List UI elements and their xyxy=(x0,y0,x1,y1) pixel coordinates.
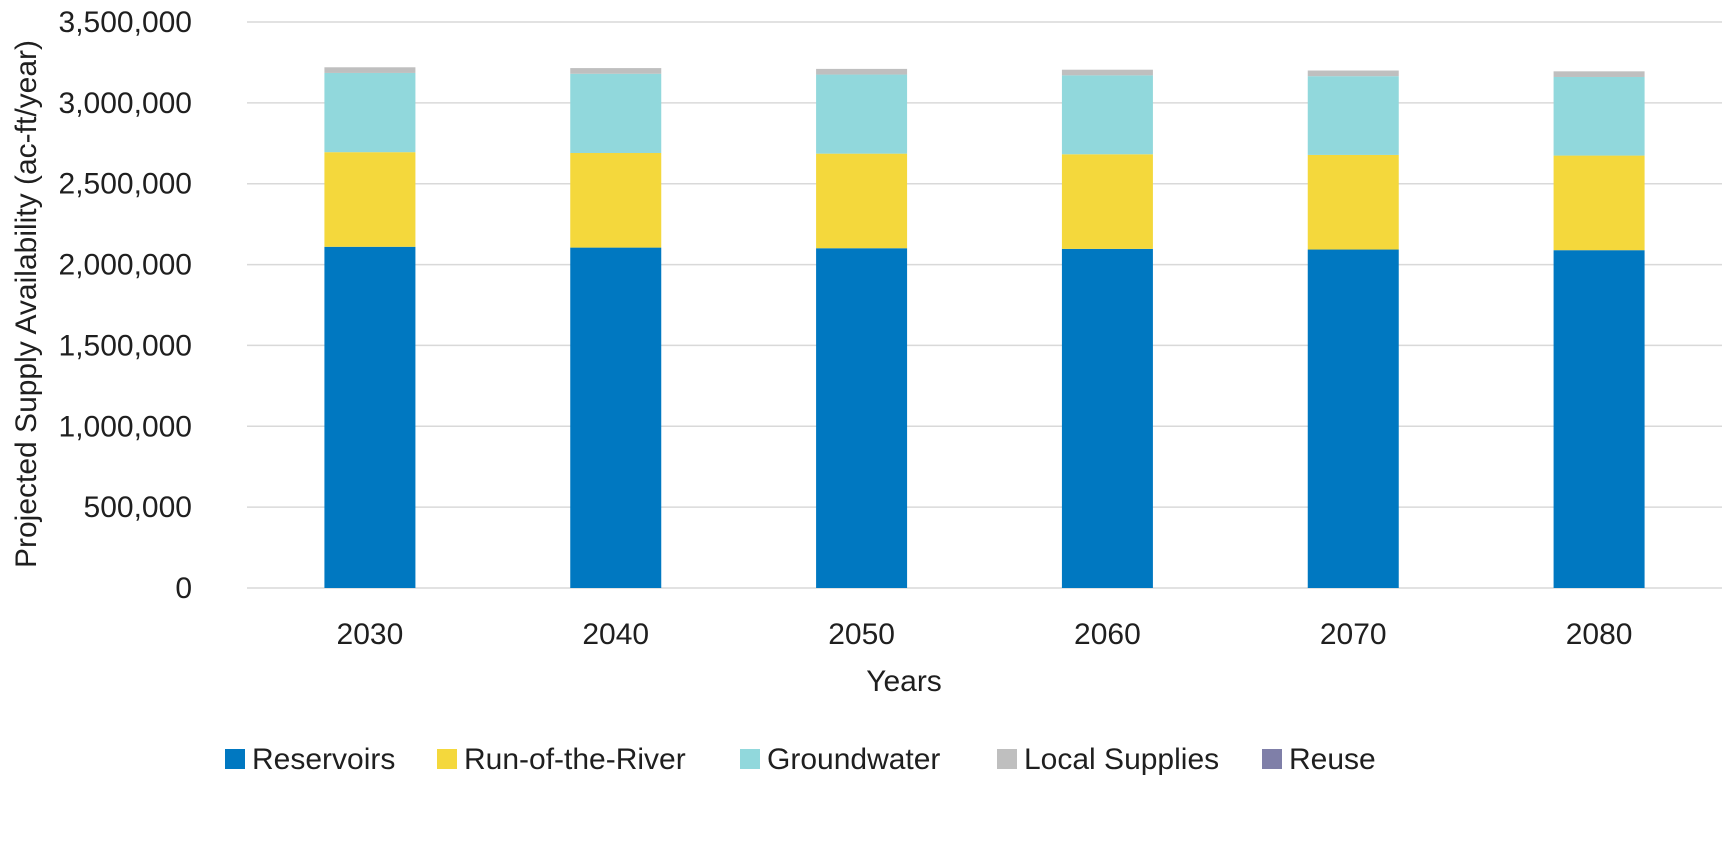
bar-segment-reservoirs xyxy=(1307,249,1399,589)
bars xyxy=(324,67,1645,589)
bar-segment-run-of-the-river xyxy=(816,153,908,249)
bar-segment-reservoirs xyxy=(324,246,416,589)
legend-swatch xyxy=(1262,749,1282,769)
bar-segment-groundwater xyxy=(1307,76,1399,155)
x-tick-label: 2070 xyxy=(1320,618,1387,651)
bar-segment-groundwater xyxy=(324,72,416,153)
bar-segment-local-supplies xyxy=(1553,71,1645,77)
legend-label: Local Supplies xyxy=(1024,743,1219,776)
bar-segment-run-of-the-river xyxy=(570,152,662,248)
x-tick-label: 2080 xyxy=(1566,618,1633,651)
bar-segment-local-supplies xyxy=(324,67,416,73)
y-tick-label: 3,500,000 xyxy=(59,6,192,39)
bar-segment-groundwater xyxy=(816,74,908,154)
y-axis-ticks: 0 500,000 1,000,000 1,500,000 2,000,000 2,500… xyxy=(59,6,192,605)
y-tick-label: 2,500,000 xyxy=(59,168,192,201)
legend: Reservoirs Run-of-the-River Groundwater Loc… xyxy=(225,743,1376,776)
bar-segment-groundwater xyxy=(1553,76,1645,156)
bar-segment-run-of-the-river xyxy=(324,152,416,247)
legend-swatch xyxy=(225,749,245,769)
x-tick-label: 2060 xyxy=(1074,618,1141,651)
bar-segment-local-supplies xyxy=(1061,69,1153,76)
bar-segment-groundwater xyxy=(1061,75,1153,155)
bar-segment-local-supplies xyxy=(570,68,662,74)
legend-label: Reservoirs xyxy=(252,743,395,776)
legend-label: Reuse xyxy=(1289,743,1376,776)
legend-label: Groundwater xyxy=(767,743,940,776)
bar-segment-run-of-the-river xyxy=(1061,154,1153,249)
x-axis-title: Years xyxy=(866,665,942,698)
gridlines xyxy=(247,21,1722,589)
legend-swatch xyxy=(740,749,760,769)
bar-segment-reservoirs xyxy=(816,248,908,588)
legend-swatch xyxy=(997,749,1017,769)
y-tick-label: 2,000,000 xyxy=(59,249,192,282)
bar-segment-local-supplies xyxy=(1307,70,1399,77)
y-tick-label: 500,000 xyxy=(84,491,192,524)
x-tick-label: 2050 xyxy=(828,618,895,651)
y-tick-label: 0 xyxy=(175,572,192,605)
bar-segment-run-of-the-river xyxy=(1553,155,1645,251)
x-tick-label: 2040 xyxy=(582,618,649,651)
bar-segment-groundwater xyxy=(570,73,662,153)
y-tick-label: 3,000,000 xyxy=(59,87,192,120)
bar-segment-reservoirs xyxy=(570,247,662,588)
y-axis-title: Projected Supply Availability (ac-ft/yea… xyxy=(10,40,43,568)
legend-label: Run-of-the-River xyxy=(464,743,686,776)
bar-segment-local-supplies xyxy=(816,68,908,75)
x-axis-ticks: 2030 2040 2050 2060 2070 2080 xyxy=(337,618,1633,651)
x-tick-label: 2030 xyxy=(337,618,404,651)
bar-segment-reservoirs xyxy=(1553,250,1645,588)
bar-segment-reservoirs xyxy=(1061,248,1153,589)
legend-swatch xyxy=(437,749,457,769)
bar-segment-run-of-the-river xyxy=(1307,154,1399,250)
y-tick-label: 1,500,000 xyxy=(59,329,192,362)
y-tick-label: 1,000,000 xyxy=(59,410,192,443)
